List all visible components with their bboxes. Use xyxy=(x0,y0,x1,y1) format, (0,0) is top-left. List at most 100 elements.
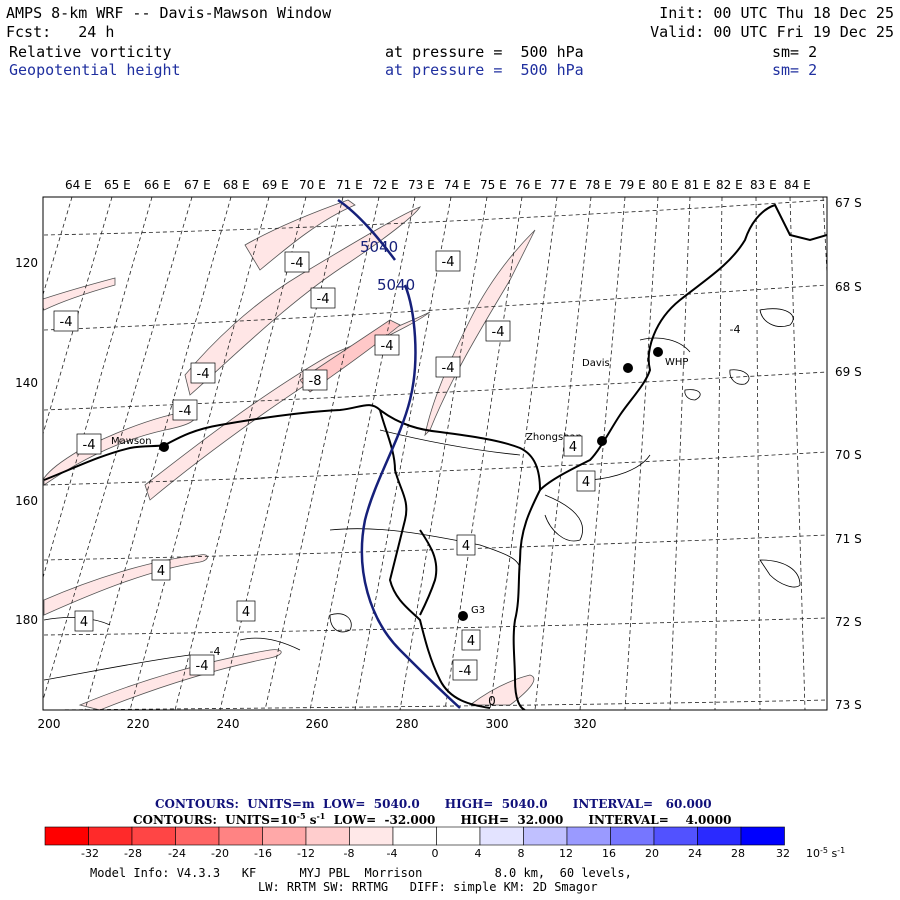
forecast-hour: Fcst: 24 h xyxy=(6,23,115,41)
station-labels: Mawson Davis WHP Zhongshan G3 xyxy=(111,357,688,616)
lon-label: 76 E xyxy=(515,178,542,192)
scale-box xyxy=(44,826,89,846)
lat-label: 69 S xyxy=(835,365,862,379)
scale-box xyxy=(175,826,220,846)
scale-box xyxy=(610,826,655,846)
lon-label: 64 E xyxy=(65,178,92,192)
lat-label: 71 S xyxy=(835,532,862,546)
scale-box xyxy=(392,826,437,846)
vort-label: 4 xyxy=(569,440,577,455)
coastline xyxy=(43,203,827,710)
station-label: WHP xyxy=(665,357,688,368)
scale-label: -20 xyxy=(211,847,229,860)
vort-label: -4 xyxy=(442,255,455,270)
y-axis-labels: 120 140 160 180 xyxy=(15,256,38,627)
svg-text:10-5 s-1: 10-5 s-1 xyxy=(806,846,845,860)
lon-label: 81 E xyxy=(684,178,711,192)
color-scale: -32 -28 -24 -20 -16 -12 -8 -4 0 4 8 12 1… xyxy=(44,826,845,860)
vorticity-labels: -4 -4 -4 -4 -4 -8 -4 -4 -4 -4 -4 -4 -4 4… xyxy=(53,250,741,708)
lon-label: 66 E xyxy=(144,178,171,192)
scale-label: 28 xyxy=(731,847,745,860)
scale-box xyxy=(566,826,611,846)
x-tick: 220 xyxy=(127,717,150,731)
scale-label: 20 xyxy=(645,847,659,860)
station-markers xyxy=(159,347,663,621)
station-label: Davis xyxy=(582,358,610,369)
lat-label: 72 S xyxy=(835,615,862,629)
vort-label: -4 xyxy=(197,367,210,382)
height-contour xyxy=(337,198,461,709)
lon-label: 82 E xyxy=(716,178,743,192)
height-labels: 5040 5040 xyxy=(360,238,415,294)
parallels xyxy=(43,199,827,710)
field2-name: Geopotential height xyxy=(9,61,181,79)
vort-label: -4 xyxy=(210,645,221,658)
lon-label: 65 E xyxy=(104,178,131,192)
scale-label: 24 xyxy=(688,847,702,860)
y-tick: 160 xyxy=(15,494,38,508)
scale-label: 0 xyxy=(432,847,439,860)
field1-name: Relative vorticity xyxy=(9,43,172,61)
vorticity-shading xyxy=(43,199,536,710)
field1-level: at pressure = 500 hPa xyxy=(385,43,584,61)
station-dot-g3 xyxy=(458,611,468,621)
scale-labels: -32 -28 -24 -20 -16 -12 -8 -4 0 4 8 12 1… xyxy=(81,847,790,860)
vort-label: 4 xyxy=(582,475,590,490)
model-info-2: LW: RRTM SW: RRTMG DIFF: simple KM: 2D S… xyxy=(258,880,598,894)
scale-label: -8 xyxy=(344,847,355,860)
vort-label: 4 xyxy=(80,615,88,630)
scale-label: -24 xyxy=(168,847,186,860)
field1-smoothing: sm= 2 xyxy=(772,43,818,61)
contour-info-vorticity: CONTOURS: UNITS=10-5 s-1 LOW= -32.000 HI… xyxy=(133,811,732,827)
lon-label: 84 E xyxy=(784,178,811,192)
vort-label: -4 xyxy=(317,292,330,307)
vort-label: -4 xyxy=(492,325,505,340)
lon-label: 83 E xyxy=(750,178,777,192)
scale-label: 4 xyxy=(475,847,482,860)
map-title: AMPS 8-km WRF -- Davis-Mawson Window xyxy=(6,4,332,22)
lon-label: 75 E xyxy=(480,178,507,192)
model-info: Model Info: V4.3.3 KF MYJ PBL Morrison 8… xyxy=(90,866,632,880)
lon-label: 80 E xyxy=(652,178,679,192)
x-tick: 200 xyxy=(38,717,61,731)
vort-label: -4 xyxy=(179,404,192,419)
map-frame xyxy=(42,196,828,711)
scale-label: -28 xyxy=(124,847,142,860)
x-tick: 320 xyxy=(574,717,597,731)
vort-label: -4 xyxy=(60,315,73,330)
lon-label: 72 E xyxy=(372,178,399,192)
scale-label: -32 xyxy=(81,847,99,860)
lon-label: 71 E xyxy=(336,178,363,192)
scale-box xyxy=(88,826,133,846)
scale-label: -4 xyxy=(387,847,398,860)
vort-label: -4 xyxy=(730,323,741,336)
lon-label: 79 E xyxy=(619,178,646,192)
lon-label: 74 E xyxy=(444,178,471,192)
vort-label: 4 xyxy=(157,564,165,579)
scale-label: 8 xyxy=(518,847,525,860)
valid-time: Valid: 00 UTC Fri 19 Dec 25 xyxy=(650,23,894,41)
scale-box xyxy=(349,826,394,846)
y-tick: 180 xyxy=(15,613,38,627)
field2-smoothing: sm= 2 xyxy=(772,61,818,79)
lon-label: 73 E xyxy=(408,178,435,192)
latitude-labels: 67 S 68 S 69 S 70 S 71 S 72 S 73 S xyxy=(835,196,862,712)
contour-info-height: CONTOURS: UNITS=m LOW= 5040.0 HIGH= 5040… xyxy=(155,797,712,811)
scale-box xyxy=(436,826,481,846)
height-label: 5040 xyxy=(360,238,398,256)
scale-box xyxy=(653,826,698,846)
scale-box xyxy=(262,826,307,846)
vort-label: -4 xyxy=(83,438,96,453)
vort-label: -4 xyxy=(196,659,209,674)
lat-label: 70 S xyxy=(835,448,862,462)
lat-label: 67 S xyxy=(835,196,862,210)
lat-label: 73 S xyxy=(835,698,862,712)
vort-label: 0 xyxy=(488,694,496,708)
vort-label: 4 xyxy=(467,634,475,649)
lon-label: 77 E xyxy=(550,178,577,192)
scale-box xyxy=(740,826,785,846)
scale-boxes xyxy=(44,826,785,846)
station-dot-zhongshan xyxy=(597,436,607,446)
scale-label: 32 xyxy=(776,847,790,860)
scale-label: -16 xyxy=(254,847,272,860)
